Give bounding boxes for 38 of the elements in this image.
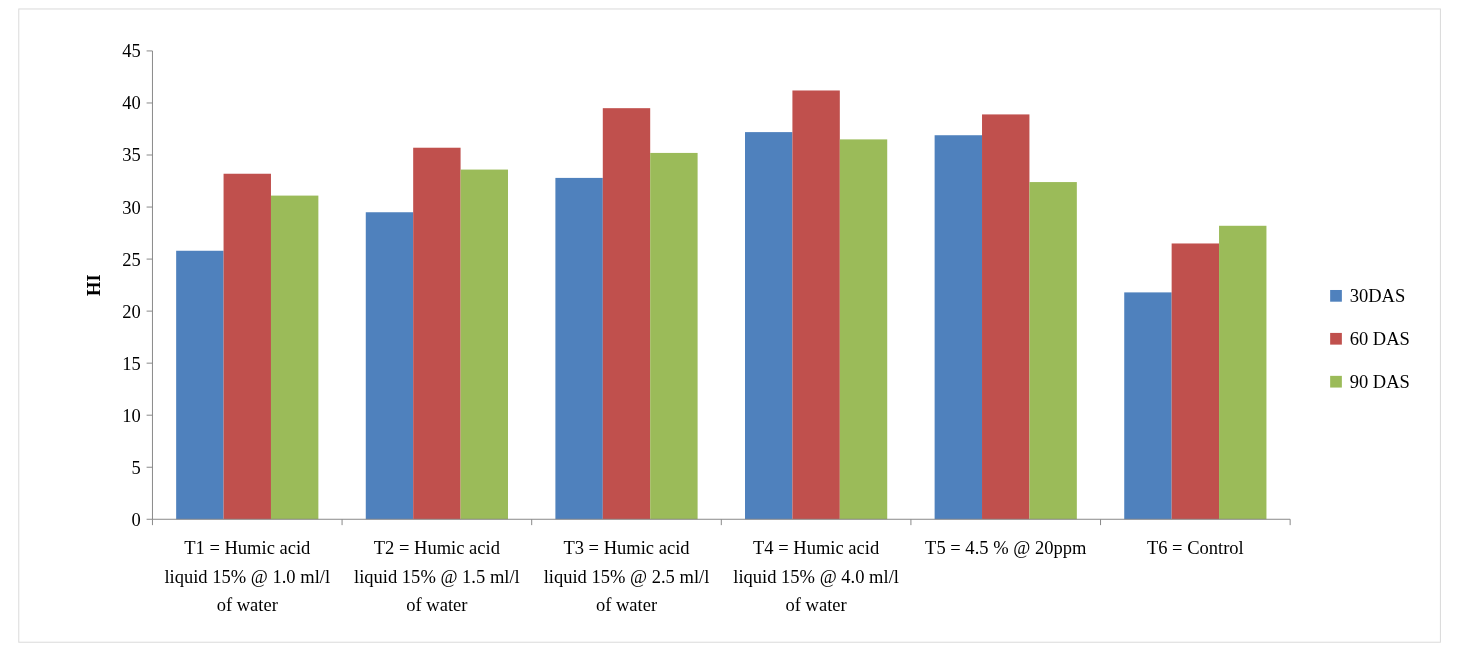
bar xyxy=(1124,292,1172,520)
bar xyxy=(1029,182,1077,520)
y-tick-label: 35 xyxy=(122,144,141,166)
y-tick-label: 10 xyxy=(122,404,141,426)
y-tick-label: 15 xyxy=(122,352,141,374)
legend-label: 90 DAS xyxy=(1349,371,1410,393)
x-tick-label: T5 = 4.5 % @ 20ppm xyxy=(925,537,1087,559)
y-tick-label: 30 xyxy=(122,196,141,218)
y-tick-label: 5 xyxy=(131,456,141,478)
y-tick-label: 20 xyxy=(122,300,141,322)
bar xyxy=(934,135,983,520)
bar xyxy=(745,132,793,520)
y-tick-label: 45 xyxy=(122,40,141,62)
bar xyxy=(365,212,414,520)
y-tick-label: 0 xyxy=(131,508,141,530)
bar xyxy=(839,139,888,520)
bar xyxy=(650,152,698,520)
bar xyxy=(176,250,224,520)
bar xyxy=(555,177,603,520)
y-tick-label: 40 xyxy=(122,92,141,114)
legend-label: 30DAS xyxy=(1349,285,1406,307)
bar xyxy=(270,195,319,520)
bar xyxy=(460,169,508,520)
x-tick-label: T3 = Humic acid liquid 15% @ 2.5 ml/l of water xyxy=(543,537,710,615)
bar xyxy=(982,114,1030,520)
y-tick-label: 25 xyxy=(122,248,141,270)
bar xyxy=(223,173,271,520)
bar xyxy=(413,147,461,520)
x-tick-label: T2 = Humic acid liquid 15% @ 1.5 ml/l of water xyxy=(354,537,520,615)
bar xyxy=(792,90,840,520)
legend-label: 60 DAS xyxy=(1349,328,1410,350)
x-tick-label: T4 = Humic acid liquid 15% @ 4.0 ml/l of water xyxy=(733,537,899,615)
bar xyxy=(602,108,651,520)
x-tick-label: T1 = Humic acid liquid 15% @ 1.0 ml/l of water xyxy=(164,537,331,615)
x-tick-label: T6 = Control xyxy=(1146,537,1244,559)
y-axis-title: HI xyxy=(82,274,104,296)
bar xyxy=(1171,243,1220,520)
bar xyxy=(1219,225,1267,520)
